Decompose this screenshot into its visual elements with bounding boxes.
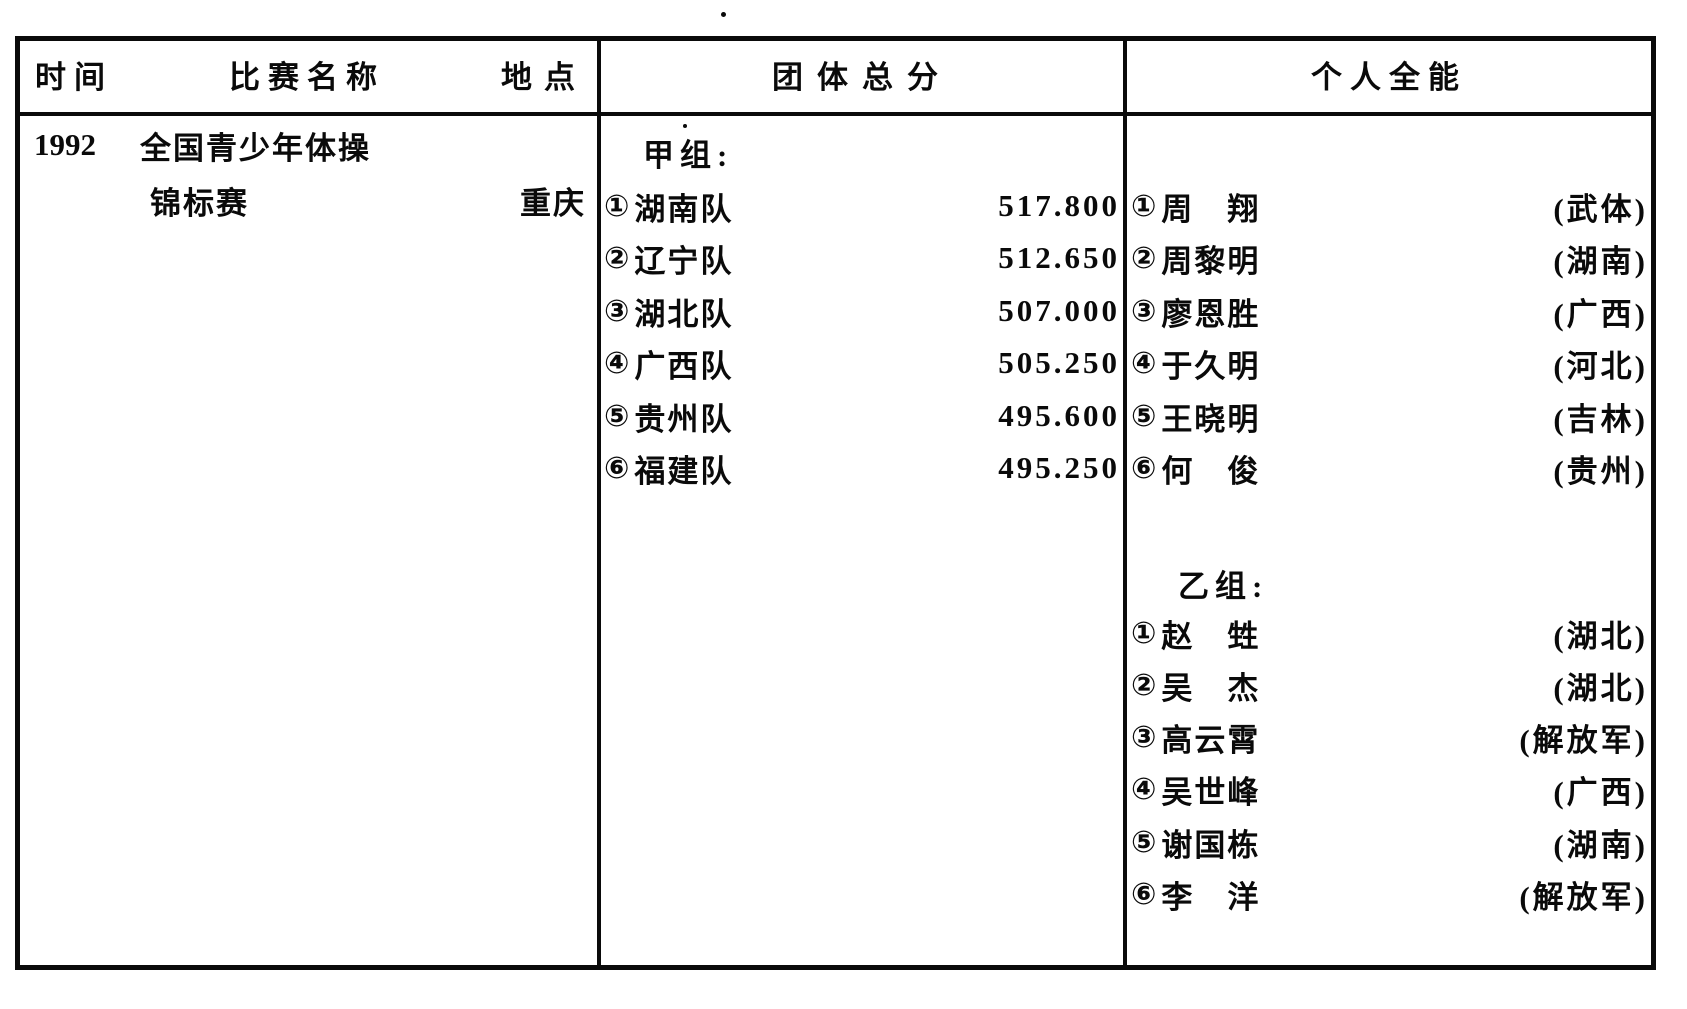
header-individual: 个人全能 — [1127, 36, 1651, 112]
athlete-name: 李 洋 — [1161, 879, 1261, 915]
rank-badge: ⑤ — [604, 399, 630, 433]
athlete-name: 廖恩胜 — [1161, 296, 1261, 332]
rank-badge: ⑥ — [604, 451, 630, 485]
scan-speck — [721, 12, 726, 17]
header-venue: 地点 — [501, 59, 587, 95]
athlete-row: ④ 吴世峰 (广西) — [1131, 763, 1648, 815]
athlete-name: 周黎明 — [1161, 243, 1261, 279]
rank-badge: ① — [604, 189, 630, 223]
athlete-name: 吴世峰 — [1161, 774, 1261, 810]
athlete-club: (湖北) — [1553, 670, 1648, 706]
athlete-row: ③ 廖恩胜 (广西) — [1131, 285, 1648, 337]
athlete-club: (解放军) — [1519, 879, 1648, 915]
athlete-row: ⑤ 谢国栋 (湖南) — [1131, 816, 1648, 868]
rank-badge: ③ — [1131, 294, 1157, 328]
rank-badge: ④ — [1131, 346, 1157, 380]
team-score: 507.000 — [998, 293, 1120, 328]
athlete-club: (湖南) — [1553, 827, 1648, 863]
athlete-name: 周 翔 — [1161, 191, 1261, 227]
team-score: 512.650 — [998, 240, 1120, 275]
scan-speck — [683, 124, 687, 128]
team-row: ⑤ 贵州队 495.600 — [604, 390, 1120, 442]
team-name: 湖南队 — [634, 191, 734, 227]
event-name-line2: 锦标赛 — [150, 185, 249, 221]
team-name: 辽宁队 — [634, 243, 734, 279]
event-name-line1: 全国青少年体操 — [140, 130, 371, 166]
header-team-total-label: 团体总分 — [772, 59, 952, 95]
rank-badge: ⑥ — [1131, 877, 1157, 911]
rank-badge: ① — [1131, 616, 1157, 650]
team-score: 517.800 — [998, 188, 1120, 223]
athlete-name: 何 俊 — [1161, 453, 1261, 489]
team-row: ③ 湖北队 507.000 — [604, 285, 1120, 337]
athlete-name: 谢国栋 — [1161, 827, 1261, 863]
team-row: ② 辽宁队 512.650 — [604, 232, 1120, 284]
venue-value: 重庆 — [520, 185, 586, 221]
athlete-name: 王晓明 — [1161, 401, 1261, 437]
group-b-label: 乙组: — [1178, 568, 1269, 604]
team-row: ④ 广西队 505.250 — [604, 337, 1120, 389]
rank-badge: ⑤ — [1131, 825, 1157, 859]
athlete-row: ② 周黎明 (湖南) — [1131, 232, 1648, 284]
header-team-total: 团体总分 — [601, 36, 1123, 112]
rank-badge: ① — [1131, 189, 1157, 223]
team-score: 495.600 — [998, 398, 1120, 433]
athlete-row: ③ 高云霄 (解放军) — [1131, 711, 1648, 763]
athlete-club: (吉林) — [1553, 401, 1648, 437]
header-individual-label: 个人全能 — [1311, 59, 1467, 95]
team-name: 广西队 — [634, 348, 734, 384]
year-event-line: 1992 全国青少年体操 — [34, 119, 371, 171]
event-venue-line: 锦标赛 重庆 — [150, 174, 586, 226]
athlete-club: (广西) — [1553, 296, 1648, 332]
team-name: 贵州队 — [634, 401, 734, 437]
team-score: 495.250 — [998, 450, 1120, 485]
athlete-name: 吴 杰 — [1161, 670, 1261, 706]
rank-badge: ③ — [604, 294, 630, 328]
team-name: 湖北队 — [634, 296, 734, 332]
rank-badge: ⑤ — [1131, 399, 1157, 433]
table-outer-border — [15, 36, 1656, 970]
team-row: ① 湖南队 517.800 — [604, 180, 1120, 232]
athlete-row: ⑤ 王晓明 (吉林) — [1131, 390, 1648, 442]
athlete-club: (广西) — [1553, 774, 1648, 810]
athlete-club: (河北) — [1553, 348, 1648, 384]
athlete-club: (湖南) — [1553, 243, 1648, 279]
athlete-name: 于久明 — [1161, 348, 1261, 384]
team-row: ⑥ 福建队 495.250 — [604, 442, 1120, 494]
rank-badge: ④ — [604, 346, 630, 380]
year-value: 1992 — [34, 127, 96, 162]
column-divider-1 — [597, 36, 601, 970]
rank-badge: ② — [1131, 241, 1157, 275]
athlete-club: (解放军) — [1519, 722, 1648, 758]
athlete-name: 赵 甡 — [1161, 618, 1261, 654]
column-divider-2 — [1123, 36, 1127, 970]
header-separator-line — [15, 112, 1656, 116]
rank-badge: ② — [604, 241, 630, 275]
header-row-left: 时间 比赛名称 地点 — [15, 36, 597, 112]
group-a-label: 甲组: — [643, 137, 734, 173]
athlete-row: ④ 于久明 (河北) — [1131, 337, 1648, 389]
rank-badge: ⑥ — [1131, 451, 1157, 485]
team-score: 505.250 — [998, 345, 1120, 380]
header-event: 比赛名称 — [229, 59, 385, 95]
athlete-name: 高云霄 — [1161, 722, 1261, 758]
athlete-club: (武体) — [1553, 191, 1648, 227]
header-time: 时间 — [35, 59, 113, 95]
rank-badge: ③ — [1131, 720, 1157, 754]
athlete-club: (贵州) — [1553, 453, 1648, 489]
rank-badge: ④ — [1131, 772, 1157, 806]
rank-badge: ② — [1131, 668, 1157, 702]
team-name: 福建队 — [634, 453, 734, 489]
athlete-club: (湖北) — [1553, 618, 1648, 654]
